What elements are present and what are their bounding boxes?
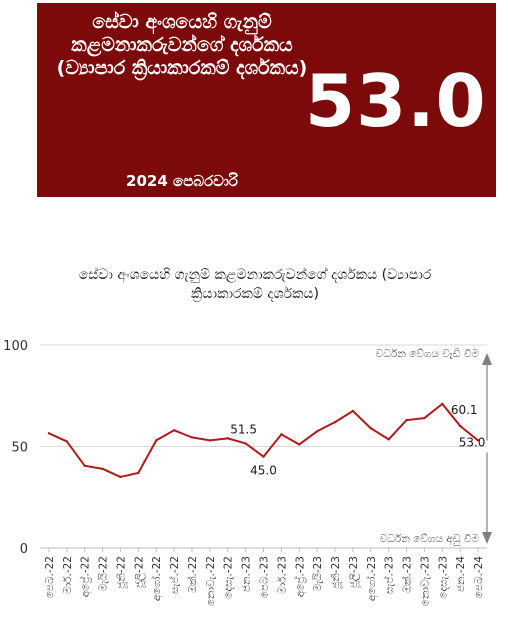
data-point <box>476 439 480 442</box>
banner-title: සේවා අංශයෙහි ගැනුම් කළමනාකරුවන්ගේ දර්ශකය… <box>56 11 308 79</box>
x-tick-label: අප්‍රේ.-22 <box>78 556 93 597</box>
data-point <box>137 471 140 475</box>
data-point <box>119 475 122 479</box>
x-tick-label: දෙසැ.-22 <box>223 556 235 599</box>
data-point <box>262 455 265 458</box>
x-tick-label: ජූලි-22 <box>133 556 146 589</box>
data-point <box>226 437 229 440</box>
x-tick-label: මැයි-22 <box>98 556 110 591</box>
x-tick-label: මාර්.-23 <box>275 556 288 594</box>
data-point <box>172 429 176 432</box>
y-tick-label: 50 <box>11 441 28 456</box>
banner-date: 2024 පෙබරවාරි <box>126 172 238 190</box>
data-point <box>155 439 158 442</box>
x-tick-label: ජූනි-23 <box>330 556 342 590</box>
x-tick-label: පෙබ.-24 <box>473 556 485 599</box>
x-tick-label: ජූලි-23 <box>348 556 361 589</box>
data-label: 60.1 <box>451 403 478 417</box>
data-point <box>458 424 462 428</box>
data-point <box>101 467 104 471</box>
data-point <box>47 432 51 435</box>
data-point <box>298 443 301 446</box>
x-tick-label: නොවැ.-22 <box>205 556 217 606</box>
data-point <box>351 409 355 413</box>
chart-title: සේවා අංශයෙහි ගැනුම් කළමනාකරුවන්ගේ දර්ශකය… <box>78 267 432 302</box>
x-tick-label: මැයි-23 <box>312 556 324 591</box>
data-point <box>280 433 283 436</box>
data-label: 51.5 <box>230 422 257 436</box>
data-point <box>244 442 247 445</box>
x-tick-label: ජූනි-22 <box>115 556 127 590</box>
x-tick-label: ඔක්.-22 <box>185 556 199 593</box>
headline-banner: සේවා අංශයෙහි ගැනුම් කළමනාකරුවන්ගේ දර්ශකය… <box>37 3 496 197</box>
data-point <box>333 420 337 424</box>
x-tick-label: ජන.-24 <box>455 556 467 592</box>
x-tick-label: නොවැ.-23 <box>419 556 431 606</box>
data-point <box>369 427 372 430</box>
series-line <box>47 402 480 478</box>
data-point <box>208 439 212 442</box>
data-point <box>441 402 444 406</box>
banner-headline-value: 53.0 <box>305 59 487 143</box>
x-tick-label: ජන.-23 <box>241 556 253 592</box>
annotation-upper: වර්ධන වේගය වැඩි වීම <box>376 347 480 360</box>
up-arrow-head <box>482 353 492 365</box>
y-tick-label: 100 <box>3 339 28 354</box>
x-tick-label: අප්‍රේ.-23 <box>292 556 307 597</box>
annotation-lower: වර්ධන වේගය අඩු වීම <box>380 532 480 546</box>
data-point <box>190 436 194 439</box>
x-tick-label: අගෝ.-22 <box>149 556 164 601</box>
x-tick-label: පෙබ.-22 <box>44 556 56 598</box>
x-tick-label: අගෝ.-23 <box>364 556 379 601</box>
data-point <box>387 438 390 441</box>
data-label: 53.0 <box>459 435 486 449</box>
x-tick-label: ඔක්.-23 <box>399 556 413 593</box>
y-tick-label: 0 <box>20 542 28 557</box>
x-tick-label: දෙසැ.-23 <box>437 556 449 599</box>
data-point <box>315 430 319 433</box>
data-point <box>65 440 69 443</box>
data-label: 45.0 <box>250 464 277 478</box>
data-point <box>83 464 86 467</box>
x-tick-label: සැප්.-22 <box>167 556 181 594</box>
x-tick-label: සැප්.-23 <box>382 556 396 594</box>
x-tick-label: පෙබ.-23 <box>259 556 271 598</box>
x-tick-label: මාර්.-22 <box>61 556 74 594</box>
data-point <box>405 418 408 422</box>
data-point <box>423 416 426 420</box>
down-arrow-head <box>482 532 492 544</box>
